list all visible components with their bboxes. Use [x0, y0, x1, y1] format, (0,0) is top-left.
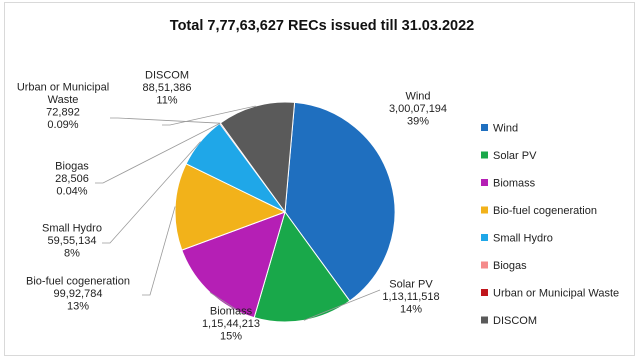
legend-item-small-hydro: Small Hydro: [481, 233, 553, 245]
data-label-value: 28,506: [55, 173, 89, 185]
data-label-name: Small Hydro: [42, 223, 102, 235]
leader-line-biogas: [95, 123, 220, 184]
data-label-name: Solar PV: [389, 279, 433, 291]
pie-slice-wind: [284, 101, 396, 302]
pie-slice-discom: [219, 101, 296, 214]
leader-line-bio-fuel-cogeneration: [142, 206, 176, 296]
data-label-name: Urban or Municipal: [17, 81, 109, 93]
leader-line-small-hydro: [102, 141, 201, 244]
legend-label: Small Hydro: [493, 233, 553, 245]
data-label-percent: 14%: [400, 304, 422, 316]
pie-slice-bio-fuel-cogeneration: [174, 163, 287, 251]
legend-item-biogas: Biogas: [481, 260, 527, 272]
data-label-value: 1,13,11,518: [382, 291, 439, 303]
legend-label: Urban or Municipal Waste: [493, 288, 619, 300]
data-label-percent: 11%: [156, 95, 177, 107]
leader-line-discom: [162, 105, 256, 126]
legend-item-bio-fuel-cogeneration: Bio-fuel cogeneration: [481, 205, 597, 217]
legend-label: Biogas: [493, 260, 527, 272]
data-label-name: Biomass: [210, 306, 253, 318]
chart-title: Total 7,77,63,627 RECs issued till 31.03…: [170, 18, 474, 34]
data-label-percent: 13%: [67, 301, 89, 313]
data-label-name: Bio-fuel cogeneration: [26, 276, 130, 288]
leader-line-urban-or-municipal-waste: [110, 117, 221, 124]
leader-line-solar-pv: [303, 289, 381, 321]
chart-frame: [4, 2, 635, 356]
legend-item-biomass: Biomass: [481, 178, 536, 190]
legend-swatch: [481, 179, 488, 186]
data-label-name: Biogas: [55, 161, 89, 173]
data-label-value: 99,92,784: [54, 288, 103, 300]
legend-swatch: [481, 234, 488, 241]
legend-swatch: [481, 289, 488, 296]
legend-swatch: [481, 151, 488, 159]
leader-lines: [95, 105, 381, 321]
data-label-percent: 39%: [407, 116, 429, 128]
legend-item-discom: DISCOM: [481, 315, 537, 327]
data-label-value: 1,15,44,213: [202, 318, 260, 330]
legend-label: Biomass: [493, 178, 536, 190]
legend-item-urban-or-municipal-waste: Urban or Municipal Waste: [481, 288, 619, 300]
data-label-percent: 8%: [64, 248, 80, 260]
data-label-percent: 0.04%: [56, 186, 87, 198]
data-label-name: Waste: [48, 94, 79, 106]
legend-swatch: [481, 124, 488, 131]
data-label-value: 59,55,134: [48, 235, 97, 247]
legend-item-wind: Wind: [481, 123, 518, 135]
data-label-percent: 0.09%: [47, 119, 78, 131]
legend-swatch: [481, 261, 488, 269]
legend-label: Bio-fuel cogeneration: [493, 205, 597, 217]
legend-swatch: [481, 206, 488, 214]
data-label-name: Wind: [405, 91, 430, 103]
data-label-value: 72,892: [46, 106, 80, 118]
data-label-name: DISCOM: [145, 70, 189, 82]
legend: Wind Solar PV Biomass Bio-fuel cogeneration…: [481, 123, 619, 327]
legend-label: Solar PV: [493, 150, 537, 162]
legend-label: DISCOM: [493, 315, 537, 327]
data-label-percent: 15%: [220, 331, 242, 343]
pie-slices: [174, 101, 396, 323]
data-label-value: 3,00,07,194: [389, 103, 447, 115]
data-label-value: 88,51,386: [143, 82, 192, 94]
legend-label: Wind: [493, 123, 518, 135]
legend-swatch: [481, 316, 488, 324]
leader-line-biomass: [209, 292, 241, 313]
legend-item-solar-pv: Solar PV: [481, 150, 537, 162]
